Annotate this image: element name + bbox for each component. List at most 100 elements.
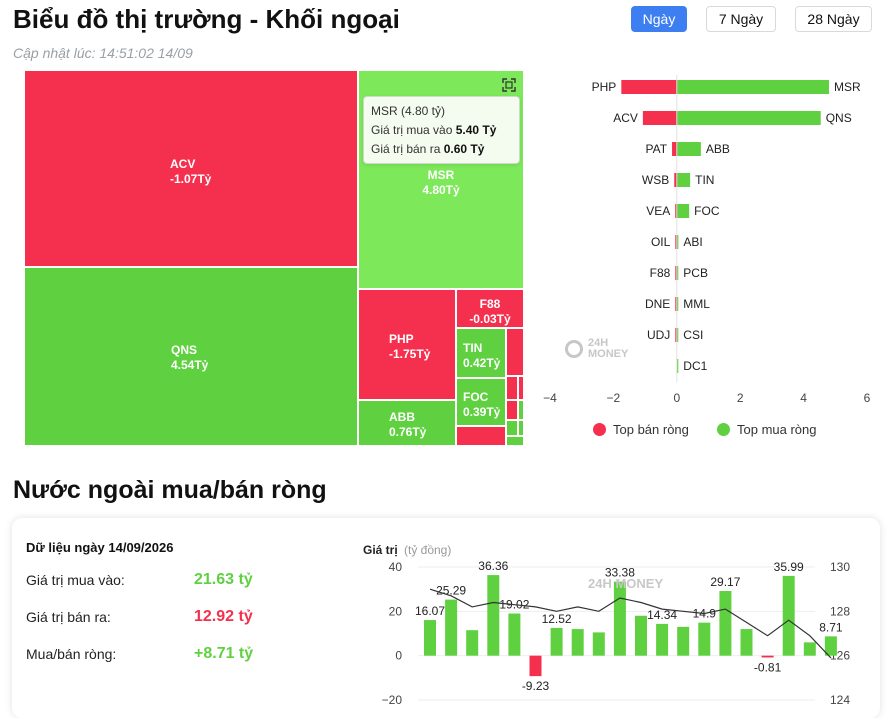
buy-bar — [676, 173, 691, 187]
watermark-line1: 24H — [588, 337, 609, 349]
history-bar — [529, 655, 542, 677]
cell-value: 0.76Tỷ — [389, 425, 427, 439]
x-tick-label: 0 — [673, 391, 680, 405]
history-bar — [656, 623, 669, 656]
treemap-cell-small[interactable] — [506, 436, 524, 446]
watermark-logo: 24H MONEY — [565, 338, 628, 360]
buy-bar-label: FOC — [694, 204, 720, 218]
sell-bar-label: UDJ — [647, 328, 670, 342]
y2-tick-label: 130 — [830, 560, 850, 574]
section-title: Nước ngoài mua/bán ròng — [13, 476, 327, 504]
sell-bar-label: PHP — [592, 80, 617, 94]
tooltip-buy-value: 5.40 Tỷ — [455, 123, 497, 137]
data-date: Dữ liệu ngày 14/09/2026 — [26, 540, 174, 555]
watermark-text: 24H MONEY — [588, 576, 663, 591]
history-bar — [424, 620, 436, 656]
treemap-cell-small[interactable] — [506, 420, 518, 436]
buy-bar-label: QNS — [826, 111, 852, 125]
sell-bar — [675, 204, 677, 218]
history-bar — [466, 630, 479, 656]
page-title: Biểu đồ thị trường - Khối ngoại — [13, 4, 400, 34]
treemap-cell-small[interactable] — [506, 376, 518, 400]
buy-bar — [676, 328, 679, 342]
buy-bar-label: ABI — [683, 235, 702, 249]
treemap-cell-small[interactable] — [518, 400, 524, 420]
update-timestamp: Cập nhật lúc: 14:51:02 14/09 — [13, 45, 193, 61]
bar-value-label: 33.38 — [605, 566, 635, 580]
tooltip-sell-value: 0.60 Tỷ — [443, 142, 485, 156]
bar-value-label: -9.23 — [522, 679, 550, 693]
sell-bar-label: VEA — [646, 204, 670, 218]
y-tick-label: 20 — [389, 604, 403, 618]
sell-bar — [675, 328, 677, 342]
sell-bar — [642, 111, 677, 125]
x-tick-label: 4 — [800, 391, 807, 405]
cell-value: 0.42Tỷ — [463, 356, 501, 370]
treemap-cell-f88[interactable]: F88 -0.03Tỷ — [456, 289, 524, 328]
bar-value-label: 14.34 — [647, 608, 677, 622]
buy-bar — [676, 266, 679, 280]
buy-bar-label: TIN — [695, 173, 714, 187]
top-net-chart: PHP MSR ACV QNS PAT ABB WSB TIN VEA FOC OIL ABI F88 P… — [543, 75, 871, 405]
buy-bar — [676, 204, 690, 218]
watermark-line2: MONEY — [588, 348, 629, 360]
treemap-tooltip: MSR (4.80 tỷ) Giá trị mua vào 5.40 Tỷ Gi… — [363, 96, 520, 164]
legend-buy[interactable]: Top mua ròng — [717, 422, 817, 437]
history-bar — [761, 655, 774, 658]
buy-bar — [676, 111, 821, 125]
bar-value-label: -0.81 — [754, 660, 782, 674]
history-bar — [698, 622, 711, 656]
y-tick-label: −20 — [382, 693, 403, 707]
sell-value: 12.92 tỷ — [194, 608, 253, 625]
treemap-cell-small[interactable] — [518, 420, 524, 436]
treemap-cell-small[interactable] — [506, 400, 518, 420]
cell-code: QNS — [171, 343, 198, 357]
treemap-cell-small[interactable] — [506, 328, 524, 376]
sell-bar — [621, 80, 677, 94]
buy-bar-label: ABB — [706, 142, 730, 156]
treemap-cell-small[interactable] — [518, 376, 524, 400]
sell-bar — [672, 142, 677, 156]
cell-code: FOC — [463, 390, 489, 404]
legend-sell[interactable]: Top bán ròng — [593, 422, 689, 437]
treemap-cell-abb[interactable]: ABB 0.76Tỷ — [358, 400, 456, 446]
treemap-cell-php[interactable]: PHP -1.75Tỷ — [358, 289, 456, 400]
cell-value: -1.07Tỷ — [170, 172, 212, 186]
sell-bar-label: F88 — [650, 266, 671, 280]
sell-bar — [675, 297, 677, 311]
history-bar — [508, 613, 521, 656]
net-value: +8.71 tỷ — [194, 645, 254, 662]
treemap-cell-acv[interactable]: ACV -1.07Tỷ — [24, 70, 358, 267]
period-7day-button[interactable]: 7 Ngày — [706, 6, 776, 32]
fullscreen-icon[interactable] — [502, 78, 516, 92]
buy-bar — [676, 359, 679, 373]
y2-tick-label: 128 — [830, 604, 850, 618]
cell-value: 0.39Tỷ — [463, 405, 501, 419]
history-bar — [487, 575, 500, 656]
cell-code: PHP — [389, 332, 414, 346]
period-day-button[interactable]: Ngày — [631, 6, 687, 32]
treemap-cell-small[interactable] — [456, 426, 506, 446]
sell-bar-label: ACV — [613, 111, 638, 125]
legend-buy-label: Top mua ròng — [737, 422, 817, 437]
sell-label: Giá trị bán ra: — [26, 609, 111, 625]
sell-bar-label: DNE — [645, 297, 670, 311]
legend-sell-label: Top bán ròng — [613, 422, 689, 437]
net-history-chart: Giá trị (tỷ đồng)−200204012412612813016.0… — [363, 543, 850, 707]
period-28day-button[interactable]: 28 Ngày — [795, 6, 872, 32]
cell-value: 4.54Tỷ — [171, 358, 209, 372]
history-bar — [550, 627, 563, 656]
sell-bar-label: PAT — [645, 142, 667, 156]
net-label: Mua/bán ròng: — [26, 646, 117, 662]
treemap-cell-foc[interactable]: FOC 0.39Tỷ — [456, 378, 506, 426]
treemap-cell-qns[interactable]: QNS 4.54Tỷ — [24, 267, 358, 446]
buy-bar-label: CSI — [683, 328, 703, 342]
x-tick-label: −4 — [543, 391, 557, 405]
buy-bar — [676, 80, 829, 94]
legend-buy-swatch — [717, 423, 730, 436]
history-bar — [719, 591, 732, 656]
history-bar — [592, 632, 605, 656]
y-tick-label: 40 — [389, 560, 403, 574]
bar-value-label: 29.17 — [710, 575, 740, 589]
treemap-cell-tin[interactable]: TIN 0.42Tỷ — [456, 328, 506, 378]
